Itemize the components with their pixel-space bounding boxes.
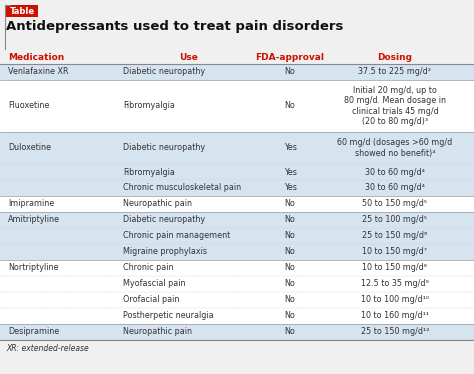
- Bar: [0, 324, 474, 340]
- Bar: [0, 276, 474, 292]
- Text: Yes: Yes: [283, 144, 296, 153]
- Text: 10 to 100 mg/d¹⁰: 10 to 100 mg/d¹⁰: [361, 295, 429, 304]
- Text: No: No: [284, 264, 295, 273]
- Text: 30 to 60 mg/d⁴: 30 to 60 mg/d⁴: [365, 184, 425, 193]
- Text: 50 to 150 mg/d⁵: 50 to 150 mg/d⁵: [363, 199, 428, 208]
- Text: Dosing: Dosing: [377, 52, 412, 61]
- Text: No: No: [284, 248, 295, 257]
- Text: No: No: [284, 232, 295, 240]
- Text: 10 to 150 mg/d⁸: 10 to 150 mg/d⁸: [363, 264, 428, 273]
- Text: No: No: [284, 199, 295, 208]
- Text: XR: extended-release: XR: extended-release: [6, 344, 89, 353]
- Text: Desipramine: Desipramine: [8, 328, 59, 337]
- Text: Venlafaxine XR: Venlafaxine XR: [8, 67, 69, 77]
- Text: Diabetic neuropathy: Diabetic neuropathy: [123, 215, 205, 224]
- Text: 25 to 150 mg/d¹²: 25 to 150 mg/d¹²: [361, 328, 429, 337]
- Text: No: No: [284, 279, 295, 288]
- Text: Yes: Yes: [283, 168, 296, 177]
- Text: Medication: Medication: [8, 52, 64, 61]
- Text: Amitriptyline: Amitriptyline: [8, 215, 60, 224]
- Text: Table: Table: [9, 6, 35, 15]
- Text: 60 mg/d (dosages >60 mg/d
showed no benefit)⁴: 60 mg/d (dosages >60 mg/d showed no bene…: [337, 138, 453, 158]
- Text: Diabetic neuropathy: Diabetic neuropathy: [123, 144, 205, 153]
- Text: 25 to 150 mg/d⁶: 25 to 150 mg/d⁶: [363, 232, 428, 240]
- Bar: [0, 196, 474, 212]
- Bar: [0, 308, 474, 324]
- Text: Use: Use: [180, 52, 199, 61]
- Text: 10 to 150 mg/d⁷: 10 to 150 mg/d⁷: [363, 248, 428, 257]
- Text: Nortriptyline: Nortriptyline: [8, 264, 58, 273]
- Text: FDA-approval: FDA-approval: [255, 52, 325, 61]
- Bar: [0, 164, 474, 180]
- Bar: [0, 212, 474, 228]
- Text: 12.5 to 35 mg/d⁹: 12.5 to 35 mg/d⁹: [361, 279, 429, 288]
- Text: No: No: [284, 67, 295, 77]
- Bar: [0, 180, 474, 196]
- Bar: [0, 292, 474, 308]
- Text: No: No: [284, 295, 295, 304]
- Text: Antidepressants used to treat pain disorders: Antidepressants used to treat pain disor…: [6, 20, 343, 33]
- Text: Chronic pain: Chronic pain: [123, 264, 173, 273]
- Text: No: No: [284, 312, 295, 321]
- Text: 37.5 to 225 mg/d²: 37.5 to 225 mg/d²: [358, 67, 431, 77]
- Text: Initial 20 mg/d, up to
80 mg/d. Mean dosage in
clinical trials 45 mg/d
(20 to 80: Initial 20 mg/d, up to 80 mg/d. Mean dos…: [344, 86, 446, 126]
- Bar: [6, 5, 38, 17]
- Bar: [0, 260, 474, 276]
- Bar: [0, 132, 474, 164]
- Text: Fluoxetine: Fluoxetine: [8, 101, 49, 110]
- Text: Fibromyalgia: Fibromyalgia: [123, 101, 175, 110]
- Bar: [0, 64, 474, 80]
- Text: 10 to 160 mg/d¹¹: 10 to 160 mg/d¹¹: [361, 312, 429, 321]
- Text: Orofacial pain: Orofacial pain: [123, 295, 179, 304]
- Text: Migraine prophylaxis: Migraine prophylaxis: [123, 248, 207, 257]
- Text: Fibromyalgia: Fibromyalgia: [123, 168, 175, 177]
- Text: No: No: [284, 215, 295, 224]
- Text: No: No: [284, 101, 295, 110]
- Text: Myofascial pain: Myofascial pain: [123, 279, 185, 288]
- Text: Chronic pain management: Chronic pain management: [123, 232, 230, 240]
- Text: Duloxetine: Duloxetine: [8, 144, 51, 153]
- Bar: [0, 80, 474, 132]
- Text: 30 to 60 mg/d⁴: 30 to 60 mg/d⁴: [365, 168, 425, 177]
- Text: Postherpetic neuralgia: Postherpetic neuralgia: [123, 312, 214, 321]
- Text: Yes: Yes: [283, 184, 296, 193]
- Text: Imipramine: Imipramine: [8, 199, 54, 208]
- Text: Chronic musculoskeletal pain: Chronic musculoskeletal pain: [123, 184, 241, 193]
- Text: 25 to 100 mg/d⁵: 25 to 100 mg/d⁵: [363, 215, 428, 224]
- Text: Neuropathic pain: Neuropathic pain: [123, 328, 192, 337]
- Text: No: No: [284, 328, 295, 337]
- Bar: [0, 244, 474, 260]
- Text: Neuropathic pain: Neuropathic pain: [123, 199, 192, 208]
- Text: Diabetic neuropathy: Diabetic neuropathy: [123, 67, 205, 77]
- Bar: [0, 228, 474, 244]
